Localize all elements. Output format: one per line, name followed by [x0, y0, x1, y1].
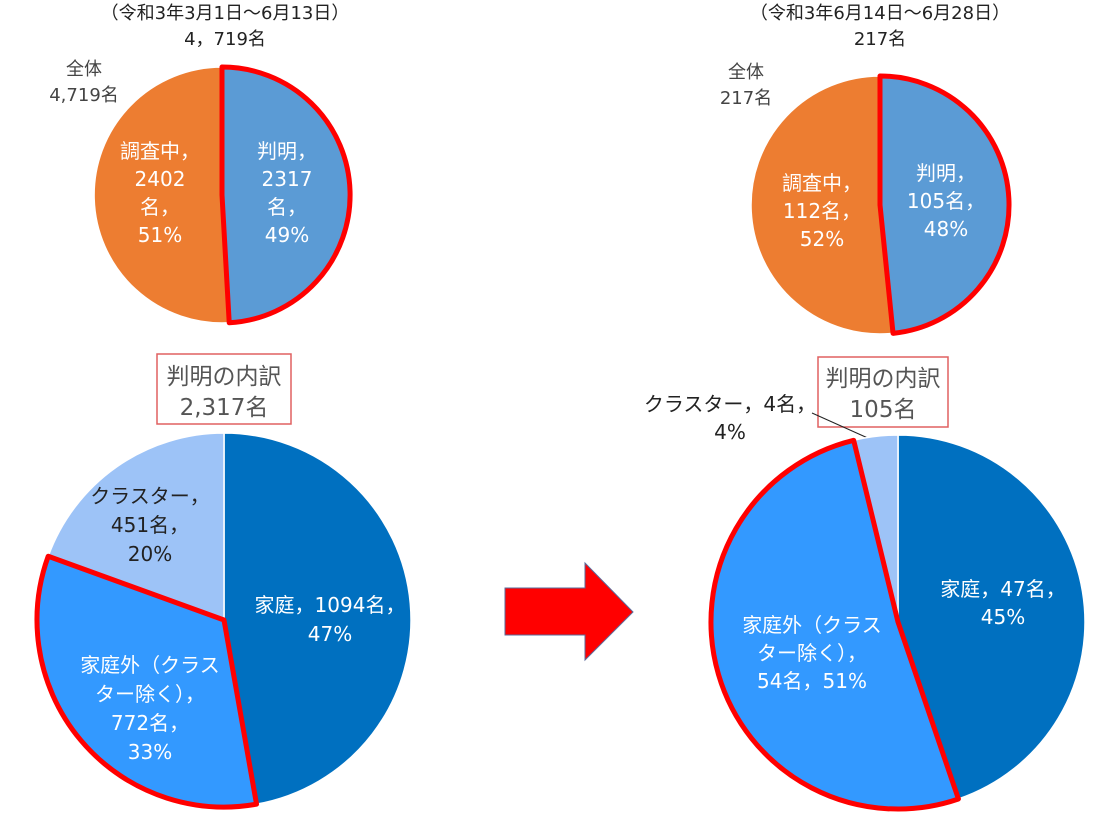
slice-label-line: 20%: [128, 542, 172, 566]
pie-chart-top-right: （令和3年6月14日～6月28日） 217名 全体 217名 判明， 105名，…: [720, 3, 1012, 336]
slice-label-line: 48%: [924, 217, 968, 241]
slice-label-line: 2402: [135, 167, 186, 191]
slice-label-line: 名，: [140, 195, 180, 219]
breakdown-title-box: [156, 353, 292, 425]
slice-label-line: 判明，: [916, 161, 976, 185]
slice-label-line: 判明，: [257, 139, 317, 163]
cluster-leader-line: [811, 412, 871, 440]
pie-slice-cluster: [47, 432, 225, 622]
slice-label-line: 51%: [138, 223, 182, 247]
pie-slice-katei: [223, 432, 412, 806]
breakdown-total: 105名: [850, 397, 917, 423]
slice-label-line: 772名，: [111, 711, 189, 735]
slice-label-line: 家庭外（クラス: [742, 613, 882, 637]
breakdown-title: 判明の内訳: [167, 364, 282, 390]
slice-label-line: 4%: [714, 420, 746, 444]
slice-label-line: 調査中，: [782, 171, 862, 195]
pie-slice-highlight-outline: [34, 553, 260, 810]
chart-period-title: （令和3年3月1日～6月13日）: [101, 3, 350, 24]
overall-label: 全体: [728, 62, 764, 83]
breakdown-title: 判明の内訳: [826, 366, 941, 392]
slice-label-line: 家庭，47名，: [940, 577, 1065, 601]
slice-label-line: クラスター，: [90, 484, 210, 508]
pie-slice-katei: [897, 434, 1086, 800]
right-arrow-icon: [504, 561, 634, 662]
chart-total-count: 4，719名: [184, 29, 266, 50]
slice-label-line: 52%: [800, 227, 844, 251]
slice-label-line: 47%: [308, 622, 352, 646]
slice-label-line: 家庭外（クラス: [80, 653, 220, 677]
overall-label: 全体: [66, 59, 102, 80]
slice-label-line: ター除く），: [95, 682, 205, 706]
pie-slice-highlight-outline: [877, 73, 1012, 336]
breakdown-title-box: [817, 356, 949, 428]
pie-slice-chousachuu: [93, 66, 231, 324]
slice-label-line: 名，: [267, 195, 307, 219]
pie-plot-area: [34, 432, 412, 810]
slice-label-line: 家庭，1094名，: [255, 593, 406, 617]
slice-label-line: 112名，: [783, 199, 861, 223]
pie-plot-area: [750, 73, 1012, 336]
chart-total-count: 217名: [854, 29, 906, 50]
pie-plot-area: [708, 434, 1086, 812]
slice-label-line: 451名，: [111, 513, 189, 537]
pie-slice-highlight-outline: [219, 64, 353, 326]
slice-label-line: 54名，51%: [757, 669, 867, 693]
pie-slice-chousachuu: [750, 75, 894, 335]
slice-label-line: 33%: [128, 740, 172, 764]
slice-label-line: 調査中，: [120, 139, 200, 163]
overall-count-label: 217名: [720, 88, 772, 109]
pie-chart-bottom-right: 判明の内訳 105名 家庭，47名， 45% 家庭外（クラス ター除く）， 54…: [644, 356, 1086, 812]
slice-label-line: 2317: [262, 167, 313, 191]
overall-count-label: 4,719名: [49, 85, 119, 106]
pie-plot-area: [93, 64, 353, 326]
slice-label-line: 45%: [981, 605, 1025, 629]
slice-label-line: ター除く），: [757, 641, 867, 665]
slice-label-line: 105名，: [907, 189, 985, 213]
pie-chart-bottom-left: 判明の内訳 2,317名 家庭，1094名， 47% 家庭外（クラス ター除く）…: [34, 353, 412, 810]
pie-slice-highlight-outline: [708, 437, 961, 812]
slice-label-line: 49%: [265, 223, 309, 247]
slice-label-line: クラスター，4名，: [644, 392, 816, 416]
chart-period-title: （令和3年6月14日～6月28日）: [750, 3, 1010, 24]
pie-chart-top-left: （令和3年3月1日～6月13日） 4，719名 全体 4,719名 判明， 23…: [49, 3, 353, 326]
breakdown-total: 2,317名: [180, 395, 269, 421]
